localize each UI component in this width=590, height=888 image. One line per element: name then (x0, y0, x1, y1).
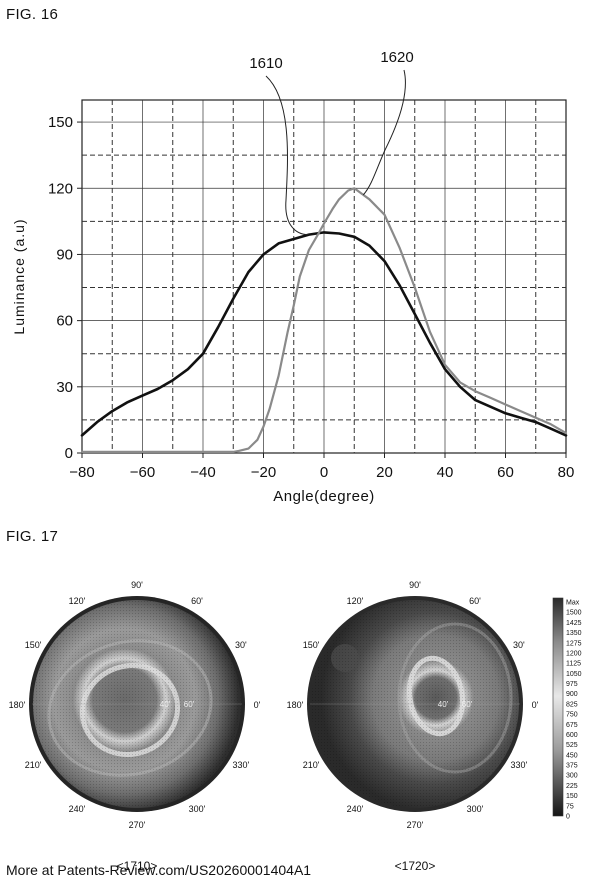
colorbar-label: 1425 (566, 620, 582, 627)
polar-angle-label: 330' (233, 760, 250, 770)
polar-angle-label: 270' (407, 820, 424, 830)
polar-angle-label: 60' (191, 596, 203, 606)
x-tick-label: −20 (251, 464, 276, 481)
polar-angle-label: 210' (303, 760, 320, 770)
polar-angle-label: 30' (235, 640, 247, 650)
y-tick-label: 90 (56, 246, 73, 263)
polar-angle-label: 120' (347, 596, 364, 606)
series-line-1620 (80, 187, 568, 453)
polar-inner-label: 40' (438, 700, 449, 709)
colorbar-label: 225 (566, 783, 578, 790)
colorbar-label: 450 (566, 752, 578, 759)
polar-angle-label: 240' (69, 804, 86, 814)
y-tick-label: 30 (56, 379, 73, 396)
polar-angle-label: 180' (9, 700, 26, 710)
x-axis-label: Angle(degree) (273, 488, 375, 505)
polar-angle-label: 150' (25, 640, 42, 650)
x-tick-label: −80 (69, 464, 94, 481)
polar-caption: <1720> (395, 859, 436, 870)
x-tick-label: 20 (376, 464, 393, 481)
x-tick-label: 80 (558, 464, 575, 481)
series-line-1610 (80, 231, 568, 437)
y-tick-label: 0 (65, 445, 73, 462)
polar-plot-1710 (29, 596, 245, 812)
colorbar-gradient (552, 597, 564, 817)
polar-inner-label: 40' (160, 700, 171, 709)
colorbar-label: 750 (566, 712, 578, 719)
polar-angle-label: 0' (254, 700, 261, 710)
polar-angle-label: 60' (469, 596, 481, 606)
polar-plot-1720 (307, 596, 523, 812)
polar-caption: <1710> (117, 859, 158, 870)
polar-angle-label: 90' (409, 580, 421, 590)
polar-angle-label: 240' (347, 804, 364, 814)
colorbar-label: 1500 (566, 610, 582, 617)
colorbar-label: 1125 (566, 661, 581, 668)
polar-angle-label: 300' (189, 804, 206, 814)
polar-angle-label: 270' (129, 820, 146, 830)
colorbar-label: 1275 (566, 640, 582, 647)
polar-angle-label: 120' (69, 596, 86, 606)
annotation-label: 1620 (380, 49, 413, 66)
polar-angle-label: 0' (532, 700, 539, 710)
colorbar-label: 600 (566, 732, 578, 739)
colorbar-label: 825 (566, 701, 578, 708)
fig16-label: FIG. 16 (6, 6, 59, 23)
y-tick-label: 60 (56, 313, 73, 330)
colorbar-label: 675 (566, 722, 578, 729)
x-tick-label: 0 (320, 464, 328, 481)
x-tick-label: −40 (190, 464, 215, 481)
footer-text: More at Patents-Review.com/US20260001404… (6, 862, 312, 878)
polar-angle-label: 330' (511, 760, 528, 770)
colorbar (552, 597, 564, 817)
colorbar-label: 1050 (566, 671, 582, 678)
y-axis-label: Luminance (a.u) (11, 218, 27, 334)
colorbar-label: 1200 (566, 651, 582, 658)
polar-angle-label: 90' (131, 580, 143, 590)
colorbar-label: 75 (566, 803, 574, 810)
fig17-label: FIG. 17 (6, 528, 59, 545)
colorbar-label: 975 (566, 681, 578, 688)
x-tick-label: 60 (497, 464, 514, 481)
annotation-leader (265, 75, 309, 236)
colorbar-label: 150 (566, 793, 578, 800)
polar-angle-label: 300' (467, 804, 484, 814)
y-tick-label: 150 (48, 114, 73, 131)
polar-inner-label: 60' (184, 700, 195, 709)
annotation-leader (362, 69, 406, 196)
annotation-label: 1610 (249, 55, 282, 72)
x-tick-label: −60 (130, 464, 155, 481)
y-tick-label: 120 (48, 180, 73, 197)
polar-angle-label: 150' (303, 640, 320, 650)
colorbar-label: 375 (566, 763, 578, 770)
polar-angle-label: 180' (287, 700, 304, 710)
luminance-chart: −80 −60 −40 −20 0 20 40 60 80 0 30 60 90 120 150 Angle(… (11, 49, 575, 505)
polar-plots: Max1500142513501275120011251050975900825… (9, 580, 582, 870)
colorbar-label: 525 (566, 742, 578, 749)
x-tick-label: 40 (437, 464, 454, 481)
polar-angle-label: 210' (25, 760, 42, 770)
polar-inner-label: 60' (462, 700, 473, 709)
colorbar-label: 0 (566, 814, 570, 821)
colorbar-label: 1350 (566, 630, 582, 637)
colorbar-label: 300 (566, 773, 578, 780)
colorbar-label: 900 (566, 691, 578, 698)
polar-angle-label: 30' (513, 640, 525, 650)
colorbar-label: Max (566, 600, 580, 607)
